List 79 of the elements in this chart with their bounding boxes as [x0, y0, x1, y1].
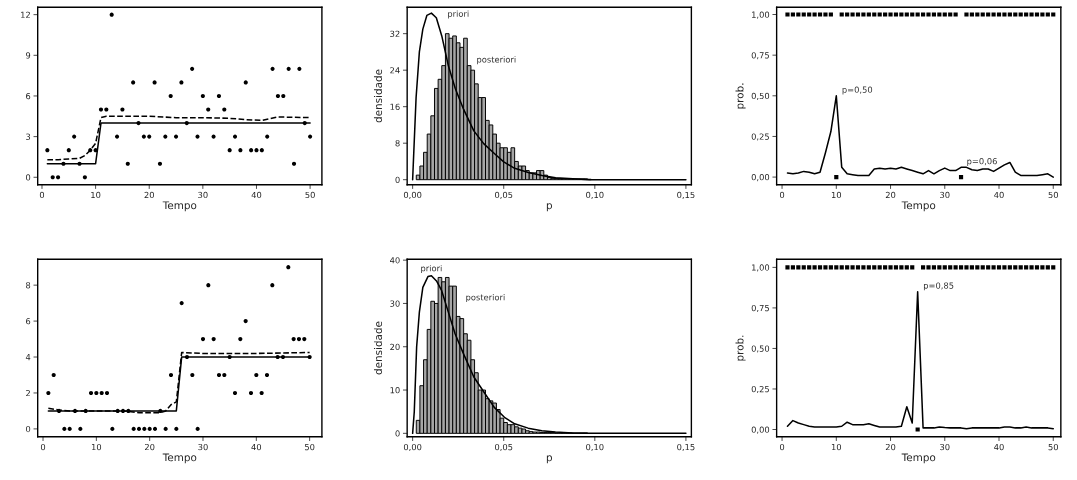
y-tick-label: 1,00 — [752, 264, 770, 272]
y-tick-label: 10 — [390, 387, 400, 394]
y-tick-label: 0 — [26, 174, 31, 181]
x-tick-label: 0 — [39, 191, 45, 199]
y-tick-label: 0,75 — [751, 304, 769, 313]
x-tick-label: 0 — [40, 443, 46, 451]
y-tick-label: 9 — [25, 52, 31, 59]
x-tick-label: 10 — [831, 191, 842, 199]
x-axis-title: Tempo — [162, 201, 197, 212]
x-tick-label: 30 — [198, 443, 208, 451]
y-axis-title: prob. — [735, 83, 746, 109]
y-tick-label: 20 — [390, 343, 400, 351]
x-tick-label: 20 — [885, 443, 896, 451]
x-tick-label: 40 — [994, 443, 1004, 451]
x-tick-label: 0,15 — [677, 443, 695, 452]
x-tick-label: 10 — [91, 443, 102, 451]
x-axis-title: Tempo — [901, 453, 936, 464]
x-tick-label: 0,10 — [586, 443, 604, 452]
x-tick-label: 50 — [1048, 191, 1058, 199]
x-tick-label: 0,05 — [495, 443, 513, 452]
x-tick-label: 0 — [779, 443, 785, 451]
y-tick-label: 32 — [390, 30, 400, 37]
y-axis-title: prob. — [735, 335, 746, 361]
y-tick-label: 0 — [26, 425, 31, 433]
x-tick-label: 0,10 — [586, 191, 604, 199]
x-tick-label: 20 — [885, 191, 896, 199]
y-tick-label: 6 — [26, 92, 31, 100]
y-tick-label: 16 — [390, 103, 400, 110]
x-tick-label: 20 — [144, 191, 154, 199]
y-tick-label: 6 — [26, 318, 31, 325]
y-tick-label: 0,00 — [751, 174, 770, 182]
x-tick-label: 40 — [251, 191, 262, 199]
x-tick-label: 10 — [91, 191, 101, 199]
y-tick-label: 0,50 — [751, 92, 770, 100]
x-tick-label: 50 — [305, 191, 315, 199]
x-axis-title: p — [546, 455, 553, 464]
x-tick-label: 0 — [779, 191, 785, 199]
y-axis-title: densidade — [373, 321, 383, 375]
x-tick-label: 50 — [304, 443, 315, 451]
x-tick-label: 0,05 — [495, 191, 513, 199]
y-tick-label: 24 — [390, 67, 400, 74]
x-axis-title: Tempo — [901, 201, 936, 212]
x-tick-label: 30 — [940, 191, 950, 199]
y-tick-label: 0,25 — [751, 133, 769, 141]
x-tick-label: 50 — [1048, 443, 1058, 451]
y-tick-label: 0 — [395, 430, 400, 437]
y-tick-label: 0,00 — [751, 426, 770, 434]
x-tick-label: 0,00 — [403, 443, 422, 452]
x-axis-title: p — [546, 203, 553, 212]
y-tick-label: 12 — [21, 11, 30, 18]
annotation: posteriori — [466, 293, 505, 303]
annotation: p=0,85 — [923, 282, 954, 291]
annotation: p=0,50 — [842, 86, 873, 95]
y-tick-label: 0 — [395, 176, 400, 183]
y-tick-label: 0,75 — [751, 52, 769, 60]
y-tick-label: 4 — [25, 354, 31, 361]
y-axis-title: densidade — [373, 69, 383, 123]
y-tick-label: 0,25 — [751, 385, 769, 394]
x-tick-label: 30 — [198, 191, 208, 199]
x-tick-label: 0,15 — [677, 191, 695, 199]
y-tick-label: 1,00 — [752, 11, 770, 19]
x-tick-label: 0,00 — [403, 191, 422, 199]
annotation: posteriori — [477, 56, 516, 65]
y-tick-label: 3 — [26, 133, 31, 140]
x-tick-label: 40 — [251, 443, 262, 451]
annotation: priori — [448, 10, 469, 19]
y-tick-label: 40 — [390, 257, 400, 264]
y-tick-label: 8 — [26, 282, 31, 289]
x-tick-label: 10 — [831, 443, 842, 451]
y-tick-label: 8 — [395, 140, 400, 147]
x-axis-title: Tempo — [162, 453, 197, 464]
y-tick-label: 0,50 — [751, 345, 770, 353]
x-tick-label: 20 — [144, 443, 155, 451]
x-tick-label: 30 — [940, 443, 950, 451]
y-tick-label: 30 — [390, 300, 400, 307]
annotation: p=0,06 — [967, 158, 997, 166]
x-tick-label: 40 — [994, 191, 1004, 199]
y-tick-label: 2 — [26, 389, 30, 397]
annotation: priori — [421, 264, 442, 273]
